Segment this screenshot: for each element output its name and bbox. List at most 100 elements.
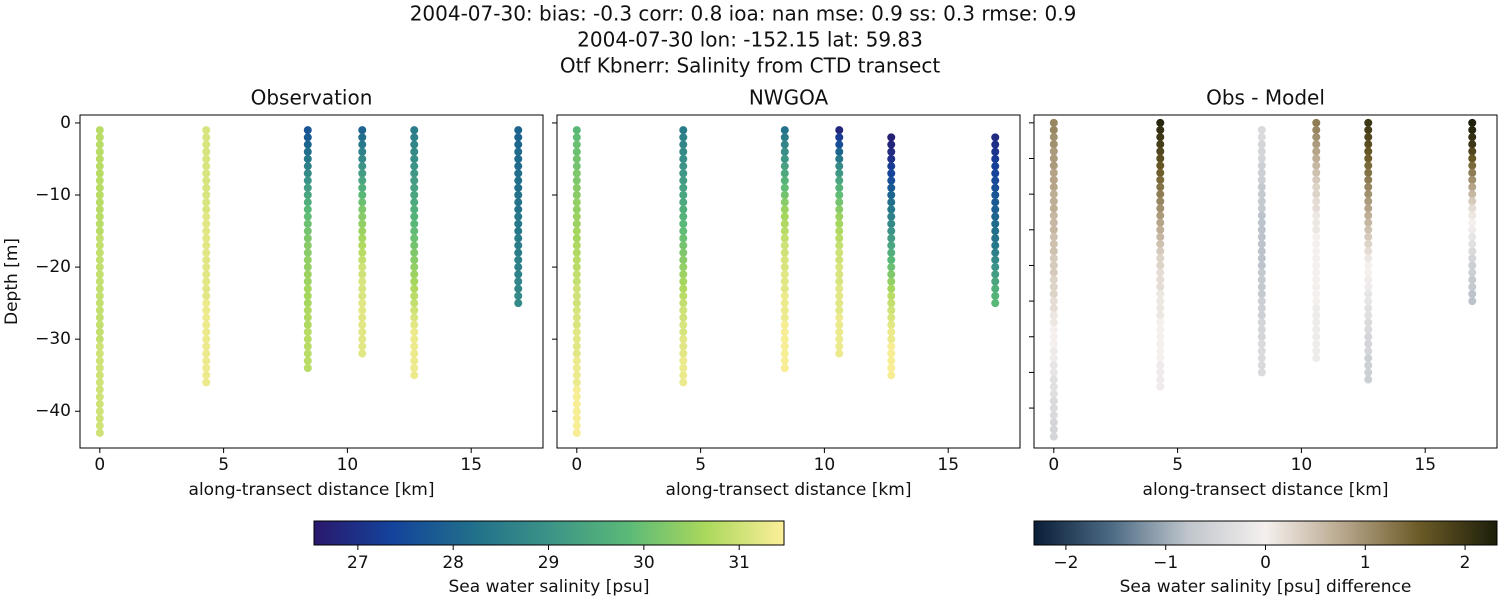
data-point (514, 183, 523, 192)
data-point (514, 154, 523, 163)
data-point (780, 349, 789, 358)
data-point (991, 198, 1000, 207)
data-point (303, 291, 312, 300)
data-point (887, 349, 896, 358)
data-point (1156, 311, 1165, 320)
data-point (1312, 311, 1321, 320)
data-point (1364, 175, 1373, 184)
data-point (780, 327, 789, 336)
data-point (95, 227, 104, 236)
data-point (303, 284, 312, 293)
data-point (202, 133, 211, 142)
data-point (1049, 125, 1058, 134)
data-point (679, 255, 688, 264)
data-point (410, 320, 419, 329)
data-point (1257, 240, 1266, 249)
data-point (1312, 268, 1321, 277)
data-point (1257, 275, 1266, 284)
data-point (202, 219, 211, 228)
x-axis-label: along-transect distance [km] (189, 480, 435, 500)
data-point (1257, 354, 1266, 363)
data-point (303, 219, 312, 228)
data-point (1364, 289, 1373, 298)
data-point (835, 291, 844, 300)
data-point (780, 291, 789, 300)
data-point (780, 335, 789, 344)
data-point (835, 270, 844, 279)
data-point (202, 140, 211, 149)
data-point (303, 212, 312, 221)
data-point (202, 320, 211, 329)
data-point (572, 313, 581, 322)
data-point (572, 428, 581, 437)
data-point (303, 299, 312, 308)
data-point (572, 378, 581, 387)
data-point (1156, 275, 1165, 284)
data-point (679, 140, 688, 149)
data-point (1312, 197, 1321, 206)
data-point (202, 162, 211, 171)
data-point (202, 169, 211, 178)
data-point (202, 277, 211, 286)
data-point (835, 133, 844, 142)
data-point (1049, 275, 1058, 284)
data-point (887, 255, 896, 264)
data-point (1156, 261, 1165, 270)
data-point (991, 255, 1000, 264)
data-point (410, 313, 419, 322)
data-point (1312, 183, 1321, 192)
data-point (1468, 133, 1477, 142)
data-point (1257, 297, 1266, 306)
data-point (835, 306, 844, 315)
data-point (358, 320, 367, 329)
data-point (572, 162, 581, 171)
data-point (303, 126, 312, 135)
colorbar-tick-label: 31 (728, 553, 750, 573)
data-point (95, 320, 104, 329)
data-point (202, 255, 211, 264)
data-point (780, 219, 789, 228)
x-tick-label: 15 (1414, 455, 1436, 475)
data-point (1257, 304, 1266, 313)
data-point (358, 284, 367, 293)
data-point (1468, 232, 1477, 241)
data-point (835, 205, 844, 214)
data-point (1364, 354, 1373, 363)
data-point (202, 147, 211, 156)
data-point (95, 313, 104, 322)
data-point (1156, 154, 1165, 163)
data-point (1049, 118, 1058, 127)
data-point (1257, 311, 1266, 320)
data-point (679, 313, 688, 322)
data-point (1156, 197, 1165, 206)
data-point (887, 198, 896, 207)
data-point (679, 154, 688, 163)
data-point (780, 299, 789, 308)
data-point (1156, 118, 1165, 127)
data-point (410, 335, 419, 344)
data-point (1364, 247, 1373, 256)
data-point (780, 306, 789, 315)
data-point (679, 126, 688, 135)
data-point (1312, 232, 1321, 241)
data-point (1156, 361, 1165, 370)
data-point (1156, 254, 1165, 263)
data-point (1049, 396, 1058, 405)
y-tick-label: −30 (35, 329, 71, 349)
data-point (1156, 190, 1165, 199)
data-point (1257, 325, 1266, 334)
data-point (1257, 254, 1266, 263)
data-point (202, 313, 211, 322)
data-point (780, 154, 789, 163)
data-point (1156, 282, 1165, 291)
data-point (887, 277, 896, 286)
data-point (780, 284, 789, 293)
data-point (303, 248, 312, 257)
data-point (1312, 332, 1321, 341)
data-point (1364, 211, 1373, 220)
data-point (887, 219, 896, 228)
data-point (679, 248, 688, 257)
data-point (572, 320, 581, 329)
data-point (514, 299, 523, 308)
